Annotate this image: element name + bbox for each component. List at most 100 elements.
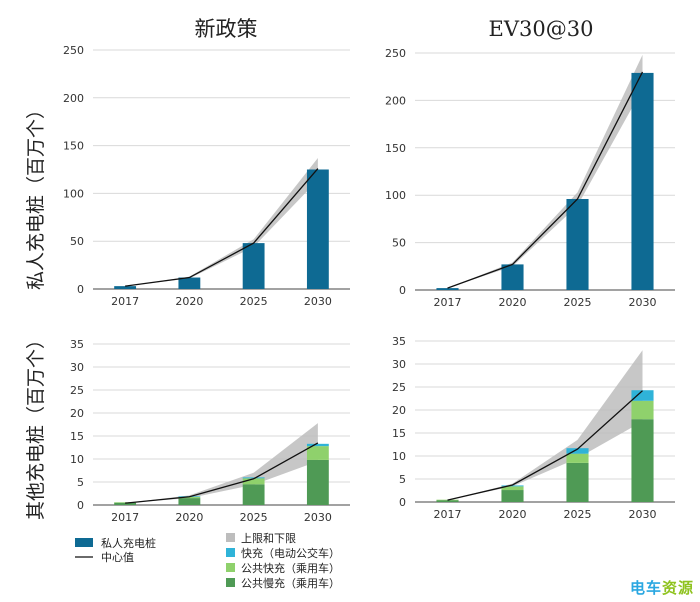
center-value-line (447, 71, 644, 289)
bar-pub_slow-2020 (501, 490, 524, 502)
y-tick-label: 35 (392, 335, 406, 348)
y-tick-label: 10 (70, 453, 84, 466)
y-tick-label: 0 (399, 496, 406, 509)
bar-pub_slow-2030 (631, 419, 654, 502)
bar-private-2030 (306, 169, 329, 289)
y-tick-label: 200 (385, 94, 406, 107)
y-tick-label: 35 (70, 338, 84, 351)
x-tick-label: 2030 (304, 511, 332, 524)
bar-private-2025 (566, 198, 589, 290)
y-tick-label: 0 (77, 499, 84, 512)
uncertainty-band (447, 54, 643, 289)
bar-fast_bus-2025 (566, 448, 589, 454)
y-tick-label: 100 (63, 187, 84, 200)
legend-label-pub_slow: 公共慢充（乘用车） (241, 576, 340, 590)
top-row-axis-label: 私人充电桩（百万个） (25, 100, 47, 290)
x-tick-label: 2030 (629, 296, 657, 309)
x-tick-label: 2017 (434, 508, 462, 521)
y-tick-label: 250 (385, 47, 406, 60)
bar-private-2017 (436, 288, 459, 290)
y-tick-label: 30 (392, 358, 406, 371)
chart-top-right: 0 50 100 150 200 250 2017 2020 2025 2030 (385, 47, 675, 309)
y-tick-label: 15 (70, 430, 84, 443)
chart-top-left: 0 50 100 150 200 250 2017 2020 2025 2030 (63, 44, 350, 308)
bar-pub_fast-2020 (178, 496, 201, 499)
bar-private-2025 (242, 243, 265, 289)
uncertainty-band (447, 350, 643, 501)
y-tick-label: 0 (399, 284, 406, 297)
bar-private-2017 (114, 286, 137, 289)
y-tick-label: 5 (77, 476, 84, 489)
right-column-title: EV30@30 (489, 17, 594, 41)
y-tick-label: 150 (63, 140, 84, 153)
x-tick-label: 2025 (564, 296, 592, 309)
bar-pub_slow-2025 (566, 462, 589, 502)
bar-pub_slow-2025 (242, 484, 265, 505)
uncertainty-band (125, 158, 318, 287)
bar-pub_slow-2017 (436, 500, 459, 502)
bar-fast_bus-2025 (242, 477, 265, 479)
x-tick-label: 2020 (499, 296, 527, 309)
x-tick-label: 2025 (240, 511, 268, 524)
bar-pub_fast-2030 (631, 400, 654, 420)
bar-fast_bus-2030 (306, 443, 329, 447)
bar-pub_fast-2020 (501, 486, 524, 491)
legend-swatch-pub_fast (226, 563, 235, 572)
y-tick-label: 25 (70, 384, 84, 397)
center-value-line (125, 442, 319, 504)
bottom-row-axis-label: 其他充电桩（百万个） (25, 330, 47, 520)
bar-pub_slow-2017 (114, 502, 137, 505)
y-tick-label: 10 (392, 450, 406, 463)
y-tick-label: 250 (63, 44, 84, 57)
y-tick-label: 30 (70, 361, 84, 374)
bar-fast_bus-2020 (501, 485, 524, 487)
legend-label-pub_fast: 公共快充（乘用车） (241, 561, 340, 575)
x-tick-label: 2017 (111, 295, 139, 308)
x-tick-label: 2020 (175, 295, 203, 308)
legend-swatch-range (226, 533, 235, 542)
bar-private-2020 (178, 277, 201, 289)
legend-swatch-fast_bus (226, 548, 235, 557)
x-tick-label: 2025 (564, 508, 592, 521)
legend-label-private: 私人充电桩 (101, 536, 156, 550)
x-tick-label: 2020 (499, 508, 527, 521)
bar-private-2020 (501, 264, 524, 290)
watermark: 电车资源 (629, 579, 694, 597)
legend-label-fast_bus: 快充（电动公交车） (241, 546, 340, 560)
legend-swatch-private (75, 538, 93, 547)
y-tick-label: 5 (399, 473, 406, 486)
y-tick-label: 20 (70, 407, 84, 420)
y-tick-label: 25 (392, 381, 406, 394)
y-tick-label: 15 (392, 427, 406, 440)
bar-pub_fast-2025 (566, 453, 589, 463)
center-value-line (447, 390, 643, 501)
bar-pub_slow-2030 (306, 459, 329, 505)
bar-pub_fast-2030 (306, 446, 329, 460)
legend-label-center: 中心值 (101, 551, 134, 564)
bar-private-2030 (631, 72, 654, 291)
y-tick-label: 20 (392, 404, 406, 417)
center-value-line (125, 168, 319, 287)
left-column-title: 新政策 (195, 17, 258, 41)
bar-fast_bus-2030 (631, 390, 654, 401)
y-tick-label: 100 (385, 189, 406, 202)
y-tick-label: 50 (392, 237, 406, 250)
x-tick-label: 2025 (240, 295, 268, 308)
x-tick-label: 2017 (111, 511, 139, 524)
legend-label-range: 上限和下限 (241, 532, 296, 545)
x-tick-label: 2017 (434, 296, 462, 309)
x-tick-label: 2030 (304, 295, 332, 308)
y-tick-label: 150 (385, 142, 406, 155)
y-tick-label: 200 (63, 92, 84, 105)
legend-swatch-pub_slow (226, 578, 235, 587)
y-tick-label: 50 (70, 235, 84, 248)
x-tick-label: 2030 (629, 508, 657, 521)
bar-pub_fast-2025 (242, 478, 265, 485)
x-tick-label: 2020 (175, 511, 203, 524)
y-tick-label: 0 (77, 283, 84, 296)
